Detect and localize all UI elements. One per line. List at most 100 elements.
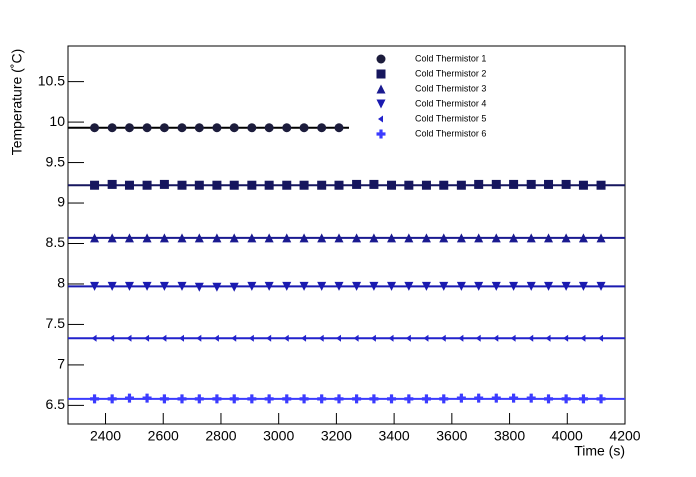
y-tick-label: 8.5 [46, 234, 66, 250]
marker [317, 281, 327, 291]
marker [142, 233, 152, 243]
marker [491, 393, 501, 403]
marker [109, 334, 115, 342]
marker [335, 334, 341, 342]
x-tick-label: 3200 [321, 428, 352, 444]
marker [475, 334, 481, 342]
marker [369, 233, 379, 243]
marker [282, 281, 292, 291]
marker [282, 123, 292, 133]
marker [370, 334, 376, 342]
marker [212, 282, 222, 292]
marker [229, 123, 239, 133]
marker [317, 394, 327, 404]
marker [404, 233, 414, 243]
marker [194, 233, 204, 243]
marker [212, 233, 222, 243]
marker [387, 233, 397, 243]
marker [107, 281, 117, 291]
marker [177, 180, 187, 190]
marker [352, 281, 362, 291]
marker [369, 394, 379, 404]
marker [561, 233, 571, 243]
marker [299, 180, 309, 190]
marker [107, 123, 117, 133]
marker [526, 281, 536, 291]
marker [334, 180, 344, 190]
marker [282, 394, 292, 404]
x-tick-label: 2400 [90, 428, 121, 444]
marker [264, 233, 274, 243]
marker [439, 233, 449, 243]
marker [456, 393, 466, 403]
marker [194, 123, 204, 133]
x-axis-title: Time (s) [574, 443, 625, 459]
marker [458, 334, 464, 342]
marker [334, 394, 344, 404]
marker [124, 233, 134, 243]
marker [578, 233, 588, 243]
marker [177, 123, 187, 133]
marker [421, 233, 431, 243]
marker [159, 233, 169, 243]
marker [376, 69, 386, 79]
marker [299, 394, 309, 404]
marker [440, 334, 446, 342]
marker [177, 394, 187, 404]
y-tick-label: 7 [57, 356, 65, 372]
marker [376, 129, 386, 139]
marker [142, 180, 152, 190]
x-tick-label: 3600 [436, 428, 467, 444]
marker [510, 334, 516, 342]
marker [421, 180, 431, 190]
y-axis-title: Temperature (˚C) [9, 49, 25, 156]
marker [161, 334, 167, 342]
marker [264, 180, 274, 190]
marker [439, 180, 449, 190]
x-tick-label: 4200 [609, 428, 640, 444]
marker [90, 180, 100, 190]
legend-label: Cold Thermistor 3 [415, 83, 486, 93]
y-tick-label: 8 [57, 275, 65, 291]
marker [561, 394, 571, 404]
marker [596, 394, 606, 404]
marker [352, 233, 362, 243]
marker [596, 281, 606, 291]
marker [107, 179, 117, 189]
marker [144, 334, 150, 342]
x-tick-label: 4000 [552, 428, 583, 444]
marker [247, 233, 257, 243]
x-tick-label: 3000 [263, 428, 294, 444]
legend-label: Cold Thermistor 4 [415, 98, 486, 108]
marker [456, 281, 466, 291]
marker [213, 334, 219, 342]
marker [124, 281, 134, 291]
marker [90, 394, 100, 404]
marker [229, 394, 239, 404]
marker [317, 123, 327, 133]
marker [229, 233, 239, 243]
marker [423, 334, 429, 342]
marker [578, 281, 588, 291]
marker [404, 281, 414, 291]
legend-label: Cold Thermistor 2 [415, 68, 486, 78]
marker [491, 179, 501, 189]
marker [299, 233, 309, 243]
marker [90, 281, 100, 291]
marker [247, 180, 257, 190]
marker [578, 180, 588, 190]
marker [301, 334, 307, 342]
marker [107, 233, 117, 243]
marker [545, 334, 551, 342]
marker [544, 179, 554, 189]
marker [159, 394, 169, 404]
marker [107, 394, 117, 404]
marker [596, 180, 606, 190]
marker [142, 123, 152, 133]
y-tick-label: 7.5 [46, 315, 66, 331]
marker [526, 393, 536, 403]
marker [376, 84, 386, 94]
marker [247, 394, 257, 404]
marker [266, 334, 272, 342]
marker [317, 233, 327, 243]
